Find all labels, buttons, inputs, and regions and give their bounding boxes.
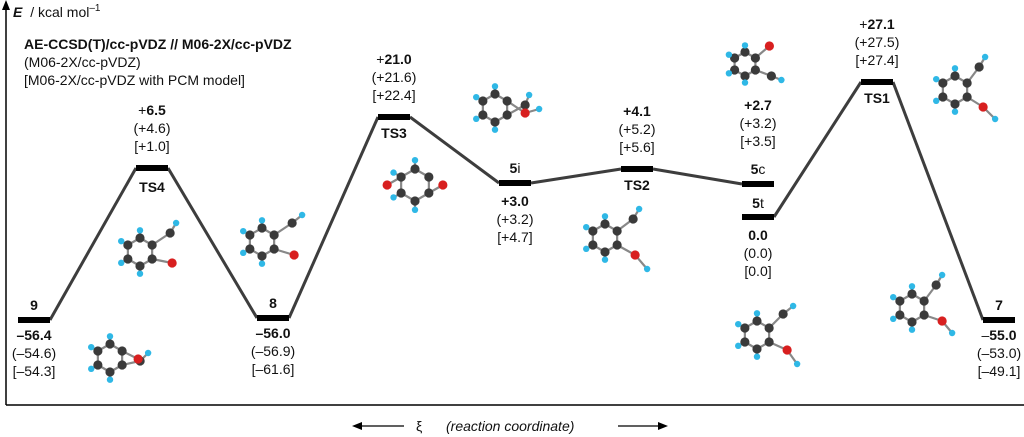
x-axis-symbol: ξ [416, 418, 422, 434]
energy-m06-9: (–54.6) [12, 345, 56, 361]
level-name-TS2: TS2 [624, 177, 650, 193]
energy-ccsd-TS4: +6.5 [138, 102, 166, 118]
molecule-7 [890, 271, 956, 337]
energy-pcm-5c: [+3.5] [740, 133, 775, 149]
molecule-5i [473, 83, 543, 133]
energy-pcm-TS1: [+27.4] [855, 52, 898, 68]
energy-m06-TS4: (+4.6) [134, 120, 171, 136]
energy-pcm-TS4: [+1.0] [134, 138, 169, 154]
level-name-TS1: TS1 [864, 90, 890, 106]
energy-m06-8: (–56.9) [251, 343, 295, 359]
energy-ccsd-5t: 0.0 [748, 227, 768, 243]
connector-TS2-5c [652, 167, 743, 186]
energy-pcm-5t: [0.0] [744, 263, 771, 279]
molecule-TS2 [583, 205, 651, 273]
y-axis-symbol: E [13, 4, 23, 20]
energy-pcm-9: [–54.3] [13, 363, 56, 379]
energy-pcm-TS2: [+5.6] [619, 139, 654, 155]
connector-TS4-8 [166, 167, 259, 319]
level-name-TS4: TS4 [139, 179, 165, 195]
level-name-5t: 5t [752, 195, 764, 211]
y-axis-unit-sup: –1 [89, 3, 101, 14]
energy-pcm-7: [–49.1] [978, 363, 1021, 379]
energy-m06-5t: (0.0) [744, 245, 773, 261]
molecule-TS3 [382, 157, 448, 213]
method-line-1: AE-CCSD(T)/cc-pVDZ // M06-2X/cc-pVDZ [24, 36, 292, 52]
energy-ccsd-7: –55.0 [981, 327, 1016, 343]
connector-9-TS4 [48, 167, 138, 321]
method-line-2: (M06-2X/cc-pVDZ) [24, 54, 141, 70]
energy-m06-TS1: (+27.5) [855, 34, 900, 50]
energy-pcm-TS3: [+22.4] [372, 87, 415, 103]
energy-pcm-8: [–61.6] [252, 361, 295, 377]
y-axis-label: E / kcal mol–1 [13, 3, 101, 20]
energy-ccsd-TS1: +27.1 [859, 16, 895, 32]
energy-m06-TS2: (+5.2) [619, 121, 656, 137]
molecule-TS4 [118, 219, 180, 277]
molecule-TS1 [933, 53, 999, 123]
energy-m06-TS3: (+21.6) [372, 69, 417, 85]
x-axis-label: ξ (reaction coordinate) [352, 418, 668, 434]
level-name-9: 9 [30, 297, 38, 313]
level-name-8: 8 [269, 295, 277, 311]
energy-m06-5i: (+3.2) [497, 211, 534, 227]
y-axis-unit: / kcal mol [30, 4, 89, 20]
x-axis-text: (reaction coordinate) [446, 418, 574, 434]
connector-8-TS3 [287, 116, 380, 319]
level-name-5i: 5i [510, 160, 521, 176]
method-line-3: [M06-2X/cc-pVDZ with PCM model] [24, 72, 245, 88]
connector-5i-TS2 [530, 167, 622, 185]
energy-ccsd-5i: +3.0 [501, 193, 529, 209]
energy-ccsd-5c: +2.7 [744, 97, 772, 113]
level-name-5c: 5c [751, 161, 766, 177]
molecule-9 [88, 333, 152, 383]
energy-ccsd-9: –56.4 [16, 327, 51, 343]
energy-m06-7: (–53.0) [977, 345, 1021, 361]
y-axis-arrowhead [2, 0, 10, 10]
energy-pcm-5i: [+4.7] [497, 229, 532, 245]
energy-m06-5c: (+3.2) [740, 115, 777, 131]
molecule-8 [240, 211, 306, 267]
energy-ccsd-8: –56.0 [255, 325, 290, 341]
connector-5t-TS1 [772, 81, 863, 218]
connector-TS3-5i [409, 115, 500, 185]
energy-ccsd-TS3: +21.0 [376, 51, 412, 67]
level-name-7: 7 [995, 297, 1003, 313]
level-name-TS3: TS3 [381, 125, 407, 141]
molecule-5t [735, 302, 801, 368]
energy-ccsd-TS2: +4.1 [623, 103, 651, 119]
connector-TS1-7 [891, 81, 985, 321]
molecule-5i-right [725, 41, 785, 86]
